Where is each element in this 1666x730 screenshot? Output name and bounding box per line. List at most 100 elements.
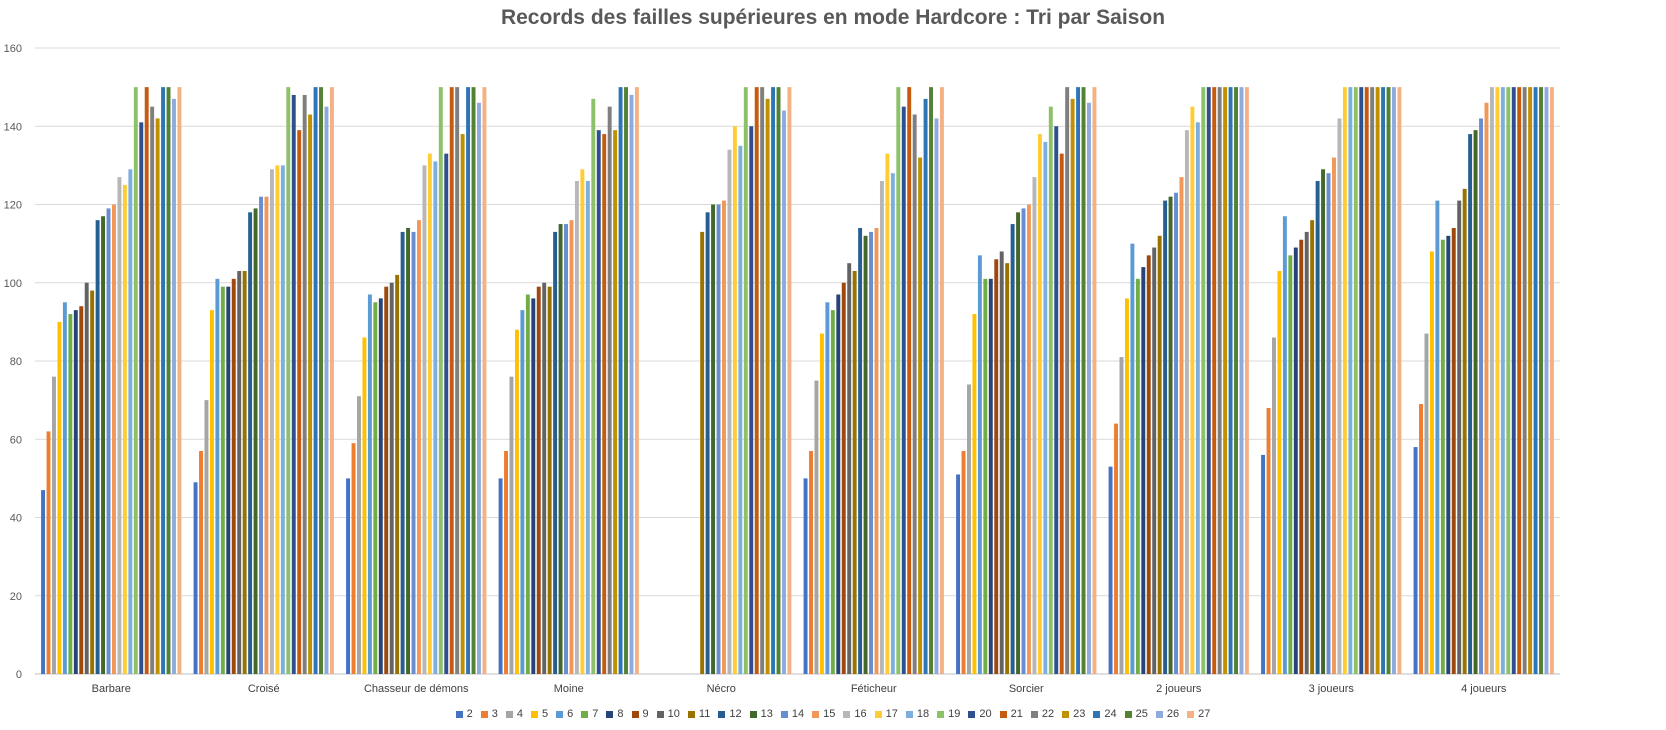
x-category-label: 4 joueurs (1461, 683, 1507, 695)
legend-label: 23 (1073, 708, 1086, 721)
bar (1076, 87, 1081, 675)
bar (1375, 87, 1380, 675)
bar (466, 87, 471, 675)
bar (1032, 177, 1037, 675)
legend-swatch (656, 710, 664, 718)
bar (1146, 255, 1151, 675)
bar (357, 396, 361, 674)
legend-item: 13 (749, 708, 773, 720)
legend-item: 9 (631, 708, 649, 720)
legend-swatch (1093, 710, 1101, 718)
legend-item: 17 (874, 708, 898, 720)
x-category-label: Nécro (707, 683, 736, 695)
bar (259, 196, 263, 674)
bar (329, 87, 334, 675)
x-category-label: Barbare (92, 683, 131, 695)
bar (1124, 298, 1129, 674)
legend-swatch (505, 710, 513, 718)
bar (602, 134, 607, 674)
bar (193, 482, 198, 674)
bar (852, 271, 857, 674)
bar (825, 302, 830, 674)
bar (215, 278, 220, 674)
bar (819, 333, 824, 674)
legend-item: 10 (656, 708, 680, 720)
legend-item: 4 (505, 708, 523, 720)
legend-label: 27 (1198, 708, 1211, 721)
legend-item: 8 (606, 708, 624, 720)
legend: 2 3 4 5 6 7 8 9 10 11 12 13 14 15 16 17 18 19 20 21 22 23 24 25… (0, 708, 1666, 720)
legend-swatch (718, 710, 726, 718)
bar (362, 337, 367, 674)
bar (427, 153, 432, 674)
bar (569, 220, 574, 674)
bar (395, 274, 400, 674)
bar (1419, 404, 1423, 674)
bar (351, 443, 356, 674)
bar (1342, 87, 1347, 675)
bar (313, 87, 318, 675)
bar (999, 251, 1004, 674)
bar (1370, 87, 1375, 675)
bar (743, 87, 748, 675)
bar (1539, 87, 1543, 675)
bar (1473, 130, 1478, 674)
bar (858, 227, 863, 674)
legend-label: 26 (1166, 708, 1180, 721)
x-category-label: 2 joueurs (1156, 683, 1202, 695)
bar (754, 87, 759, 675)
bar (1037, 134, 1042, 674)
bar (411, 231, 416, 674)
bar (286, 87, 291, 675)
bar (297, 130, 302, 674)
bar (765, 98, 770, 675)
legend-item: 15 (812, 708, 835, 720)
bar (112, 204, 116, 674)
bar (1500, 87, 1505, 675)
bar (422, 165, 427, 675)
legend-label: 16 (854, 708, 867, 721)
bar (220, 286, 225, 674)
bar (1359, 87, 1364, 675)
legend-item: 16 (843, 708, 867, 721)
bar (95, 220, 100, 674)
legend-label: 14 (791, 708, 805, 721)
legend-label: 15 (823, 708, 836, 721)
bar (161, 87, 166, 675)
bar (1549, 87, 1554, 675)
bar (836, 294, 841, 674)
x-axis-categories: Barbare Croisé Chasseur de démons Moine Nécr… (92, 683, 1507, 695)
legend-label: 3 (491, 708, 498, 721)
bar (1010, 224, 1015, 674)
bar (890, 173, 895, 674)
bar (509, 376, 514, 674)
legend-swatch (687, 710, 695, 718)
legend-item: 19 (937, 708, 960, 720)
bar (574, 181, 579, 674)
bar (302, 94, 307, 674)
y-tick-label: 80 (10, 356, 22, 368)
bar (847, 263, 852, 674)
bar (248, 212, 253, 674)
x-category-label: 3 joueurs (1309, 683, 1355, 695)
bar (1195, 122, 1200, 675)
bar (879, 181, 884, 674)
legend-item: 18 (905, 708, 929, 720)
bar (346, 478, 351, 675)
bar (1429, 251, 1434, 674)
bar (1277, 271, 1282, 674)
bar (106, 208, 111, 674)
legend-item: 27 (1187, 708, 1210, 720)
bar (961, 450, 966, 674)
bar (1282, 216, 1287, 675)
legend-swatch (531, 710, 539, 718)
x-category-label: Moine (554, 683, 584, 695)
bar (101, 216, 106, 675)
bar (1479, 118, 1483, 675)
bar (907, 87, 912, 675)
bar (291, 94, 296, 674)
legend-label: 6 (567, 708, 574, 721)
bar (46, 431, 51, 674)
bar (531, 298, 536, 674)
bar (1119, 357, 1124, 674)
